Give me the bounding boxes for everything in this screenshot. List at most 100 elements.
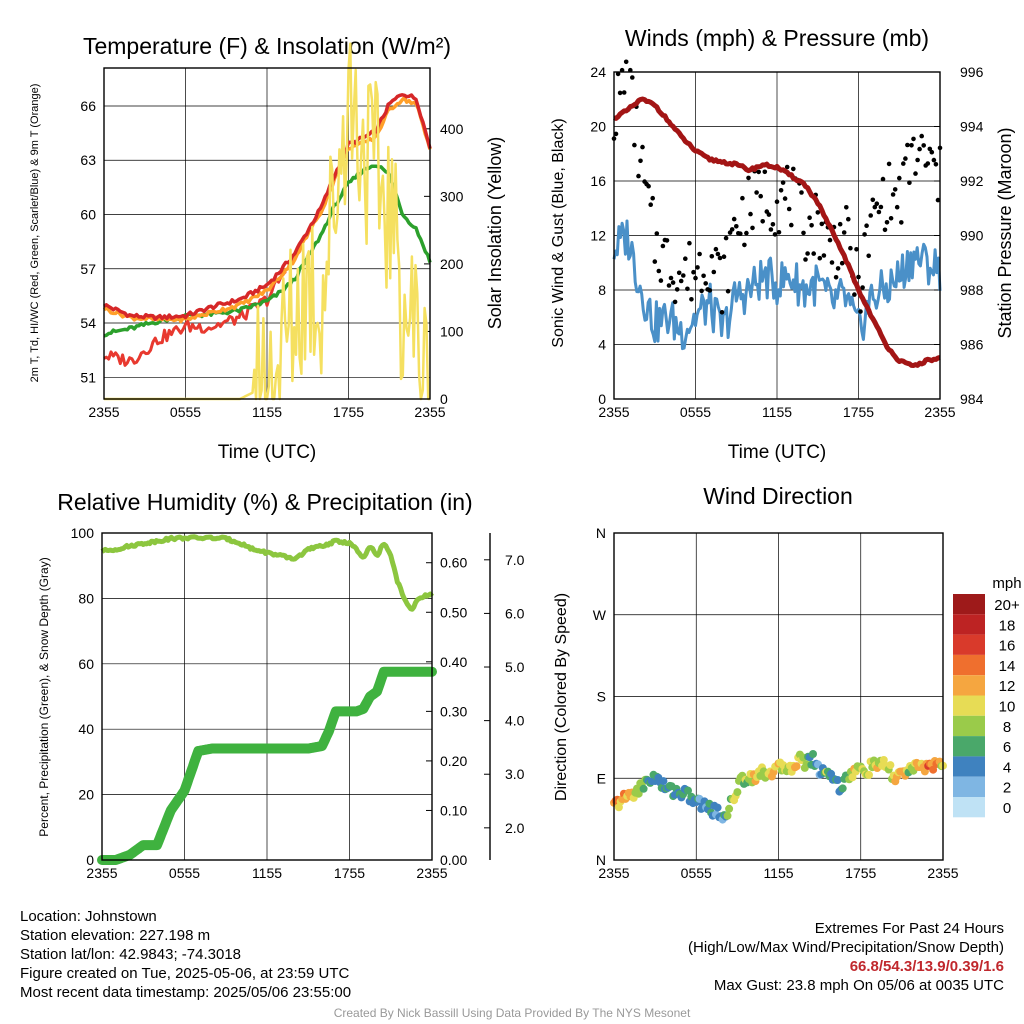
- humidity-y-tick-label: 40: [78, 721, 94, 737]
- legend-swatch: [953, 675, 985, 696]
- humidity-x-tick-label: 1155: [252, 865, 282, 881]
- wind-direction-point: [684, 786, 692, 795]
- wind-direction-point: [792, 762, 801, 771]
- gust-point: [615, 71, 621, 77]
- gust-point: [731, 216, 737, 222]
- gust-point: [719, 310, 725, 315]
- extremes-values: 66.8/54.3/13.9/0.39/1.6: [849, 958, 1004, 975]
- gust-point: [931, 157, 937, 163]
- winds-x-tick-label: 0555: [680, 404, 711, 420]
- gust-point: [672, 299, 678, 305]
- snow-depth-axis-tick-label: 7.0: [505, 552, 525, 568]
- gust-point: [903, 156, 908, 161]
- winds-y-tick-label: 0: [598, 391, 606, 407]
- gust-point: [856, 274, 861, 280]
- gust-point: [841, 230, 847, 235]
- gust-point: [835, 266, 841, 271]
- gust-point: [734, 224, 739, 229]
- legend-label: 12: [999, 678, 1016, 695]
- humidity-panel: Relative Humidity (%) & Precipitation (i…: [37, 489, 525, 881]
- gust-point: [646, 183, 651, 189]
- legend-label: 4: [1003, 759, 1011, 776]
- humidity-y-tick-label: 0: [86, 852, 94, 868]
- winds-x-tick-label: 2355: [598, 404, 629, 420]
- station-elevation: Station elevation: 227.198 m: [20, 927, 211, 944]
- wind-direction-point: [659, 777, 668, 786]
- gust-point: [866, 253, 871, 259]
- gust-point: [911, 136, 916, 142]
- gust-point: [650, 195, 655, 201]
- precip-axis-tick-label: 0.60: [440, 555, 467, 571]
- gust-point: [695, 265, 700, 270]
- gust-point: [935, 197, 941, 203]
- gust-point: [888, 216, 894, 221]
- sonic-wind-line: [612, 219, 942, 351]
- station-location: Location: Johnstown: [20, 908, 157, 925]
- gust-point: [933, 162, 939, 167]
- wind-direction-point: [809, 750, 817, 758]
- gust-point: [844, 205, 849, 210]
- gust-point: [701, 273, 706, 279]
- gust-point: [623, 59, 629, 65]
- gust-point: [670, 280, 676, 285]
- gust-point: [632, 142, 637, 148]
- wind-direction-point: [733, 788, 742, 797]
- humidity-plot-frame: [101, 532, 433, 861]
- humidity-x-tick-label: 1755: [334, 865, 365, 881]
- gust-point: [693, 275, 698, 281]
- gust-point: [766, 212, 772, 217]
- direction-y-tick-label: N: [596, 525, 606, 541]
- winds-y2-tick-label: 996: [960, 64, 984, 80]
- gust-point: [740, 195, 745, 201]
- temp-series-line: [103, 164, 432, 338]
- winds-y2-tick-label: 990: [960, 228, 984, 244]
- gust-point: [709, 253, 715, 259]
- temp-x-tick-label: 1755: [333, 404, 364, 420]
- gust-point: [925, 161, 931, 166]
- gust-point: [880, 176, 886, 182]
- precip-axis-tick-label: 0.20: [440, 753, 467, 769]
- gust-point: [817, 255, 823, 261]
- legend-label: 0: [1003, 800, 1011, 817]
- temp-y-tick-label: 51: [80, 369, 96, 385]
- gust-point: [685, 286, 690, 292]
- gust-point: [725, 288, 731, 294]
- winds-x-tick-label: 2355: [924, 404, 955, 420]
- winds-x-tick-label: 1755: [843, 404, 874, 420]
- wind-direction-point: [723, 811, 732, 820]
- winds-y-tick-label: 4: [598, 337, 606, 353]
- gust-point: [664, 238, 670, 243]
- winds-y2-tick-label: 984: [960, 391, 984, 407]
- winds-x-axis-label: Time (UTC): [728, 442, 827, 463]
- credit-line: Created By Nick Bassill Using Data Provi…: [333, 1006, 691, 1020]
- gust-point: [676, 270, 682, 276]
- wind-direction-point: [879, 756, 888, 764]
- precip-axis-tick-label: 0.40: [440, 654, 467, 670]
- winds-x-tick-label: 1155: [762, 404, 792, 420]
- gust-point: [909, 143, 914, 148]
- precip-axis-tick-label: 0.10: [440, 802, 467, 818]
- temp-y2-tick-label: 200: [440, 256, 464, 272]
- humidity-y-tick-label: 60: [78, 656, 94, 672]
- gust-point: [809, 223, 814, 228]
- snow-depth-axis-tick-label: 6.0: [505, 605, 525, 621]
- wind-direction-point: [848, 773, 857, 782]
- legend-swatch: [953, 797, 985, 818]
- direction-x-tick-label: 1755: [845, 865, 876, 881]
- winds-y-tick-label: 12: [590, 228, 606, 244]
- gust-point: [717, 255, 723, 261]
- gust-point: [770, 222, 776, 227]
- legend-swatch: [953, 736, 985, 757]
- extremes-subtitle: (High/Low/Max Wind/Precipitation/Snow De…: [688, 939, 1004, 956]
- winds-title: Winds (mph) & Pressure (mb): [625, 25, 929, 51]
- precipitation-line: [97, 666, 437, 865]
- gust-point: [782, 196, 788, 201]
- winds-panel: Winds (mph) & Pressure (mb) 2355 0555 1155 1…: [550, 25, 1015, 463]
- humidity-left-axis-label: Percent, Precipitation (Green), & Snow D…: [37, 557, 51, 836]
- gust-point: [791, 166, 796, 172]
- gust-point: [750, 225, 755, 231]
- wind-direction-point: [725, 804, 734, 813]
- winds-left-axis-label: Sonic Wind & Gust (Blue, Black): [550, 118, 567, 347]
- gust-point: [878, 204, 884, 210]
